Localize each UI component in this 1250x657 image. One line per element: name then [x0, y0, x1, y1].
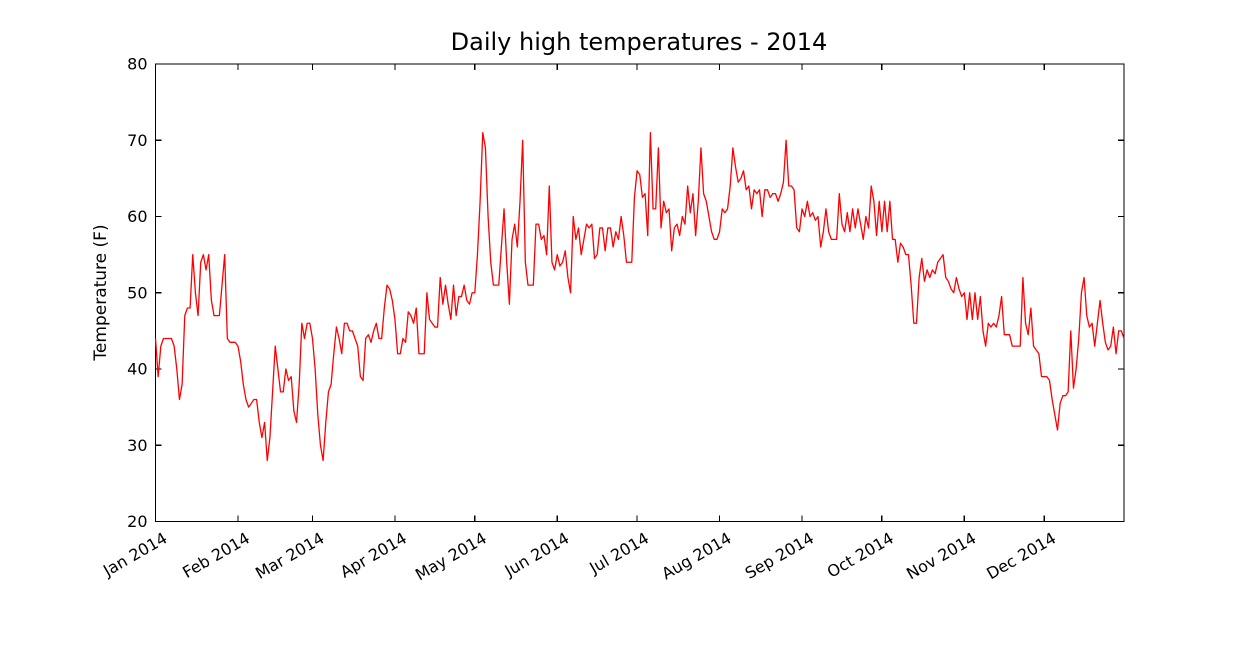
x-tick-label: Jul 2014	[585, 528, 652, 578]
y-tick-label: 60	[127, 207, 147, 226]
plot-frame	[154, 63, 1125, 523]
y-tick-label: 50	[127, 283, 147, 302]
y-axis-label: Temperature (F)	[91, 224, 111, 361]
y-tick-label: 80	[127, 55, 147, 74]
y-tick-label: 30	[127, 436, 147, 455]
x-tick-label: Apr 2014	[337, 528, 410, 581]
tick-marks	[154, 63, 1124, 523]
x-tick-label: Sep 2014	[742, 528, 817, 582]
x-tick-label: Dec 2014	[983, 528, 1059, 583]
x-tick-labels: Jan 2014 Feb 2014 Mar 2014 Apr 2014 May 2014…	[99, 528, 1059, 584]
x-tick-label: Jun 2014	[501, 528, 573, 580]
x-tick-label: Mar 2014	[252, 528, 327, 582]
y-tick-labels: 20 30 40 50 60 70 80	[127, 55, 147, 532]
temperature-line-series	[154, 131, 1125, 462]
x-tick-label: Jan 2014	[99, 528, 170, 580]
y-tick-label: 20	[127, 512, 147, 531]
x-tick-label: Nov 2014	[903, 528, 979, 583]
y-tick-label: 70	[127, 131, 147, 150]
x-tick-label: May 2014	[412, 528, 490, 584]
y-tick-label: 40	[127, 360, 147, 379]
x-tick-label: Aug 2014	[658, 528, 734, 583]
x-tick-label: Feb 2014	[179, 528, 253, 582]
x-tick-label: Oct 2014	[824, 528, 897, 581]
chart-title: Daily high temperatures - 2014	[451, 28, 828, 56]
